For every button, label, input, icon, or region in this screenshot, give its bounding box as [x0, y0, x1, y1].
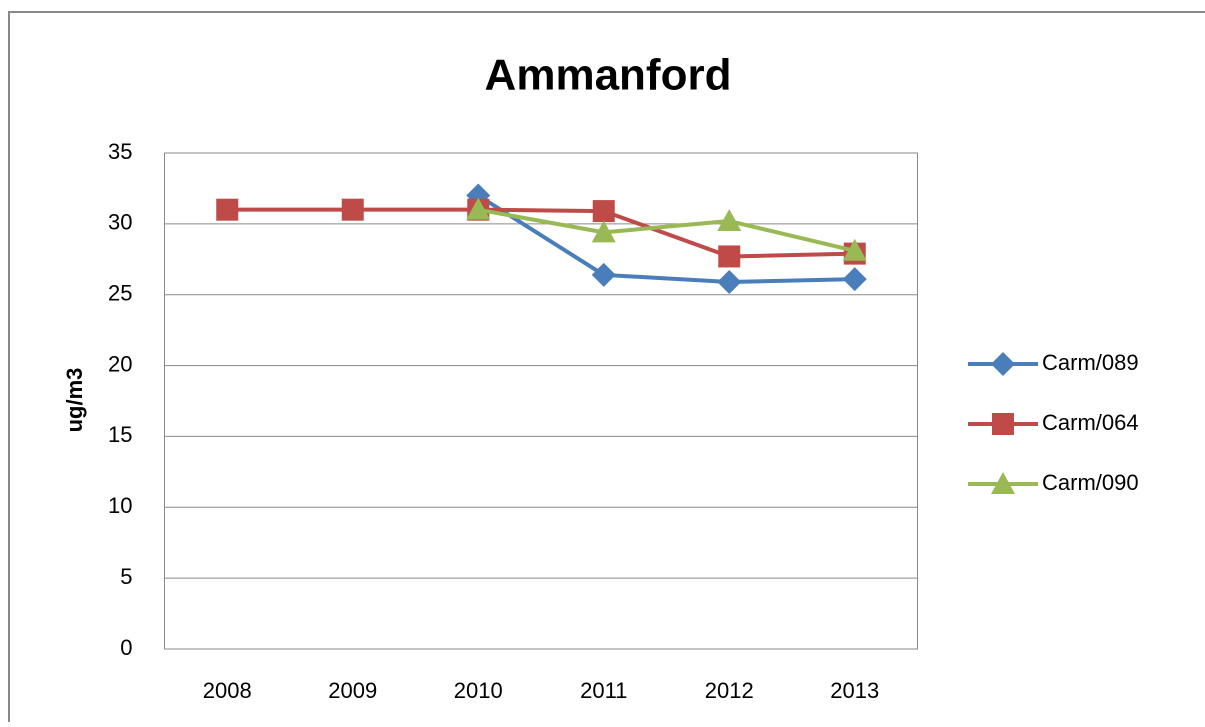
legend-label: Carm/064: [1042, 410, 1139, 435]
y-tick-label: 25: [108, 281, 132, 306]
x-tick-label: 2013: [830, 678, 879, 703]
x-tick-label: 2008: [203, 678, 252, 703]
y-tick-label: 20: [108, 351, 132, 376]
data-point: [591, 262, 616, 287]
y-axis-label: ug/m3: [62, 368, 87, 433]
y-tick-label: 15: [108, 422, 132, 447]
legend-marker: [992, 413, 1014, 435]
series-line: [227, 207, 855, 259]
chart-frame: [8, 11, 1205, 727]
data-point: [592, 200, 615, 223]
x-tick-label: 2009: [328, 678, 377, 703]
y-tick-label: 30: [108, 210, 132, 235]
y-tick-label: 35: [108, 139, 132, 164]
data-point: [717, 269, 742, 294]
data-point: [717, 209, 742, 232]
data-point: [718, 245, 741, 268]
data-point: [216, 198, 239, 221]
data-point: [842, 267, 867, 292]
chart-title: Ammanford: [485, 51, 732, 100]
data-point: [842, 238, 867, 261]
series-line: [477, 207, 856, 253]
x-tick-label: 2011: [580, 678, 627, 703]
data-point: [591, 220, 616, 243]
y-tick-label: 5: [120, 564, 132, 589]
data-point: [466, 197, 491, 220]
legend-label: Carm/089: [1042, 350, 1139, 375]
legend-marker: [991, 472, 1015, 494]
plot-frame: [164, 152, 918, 650]
x-tick-label: 2012: [705, 678, 754, 703]
data-point: [341, 198, 364, 221]
x-tick-label: 2010: [454, 678, 503, 703]
y-tick-label: 10: [108, 493, 132, 518]
legend-label: Carm/090: [1042, 470, 1139, 495]
series-line: [477, 193, 855, 284]
legend-marker: [991, 352, 1015, 376]
y-tick-label: 0: [120, 635, 132, 660]
